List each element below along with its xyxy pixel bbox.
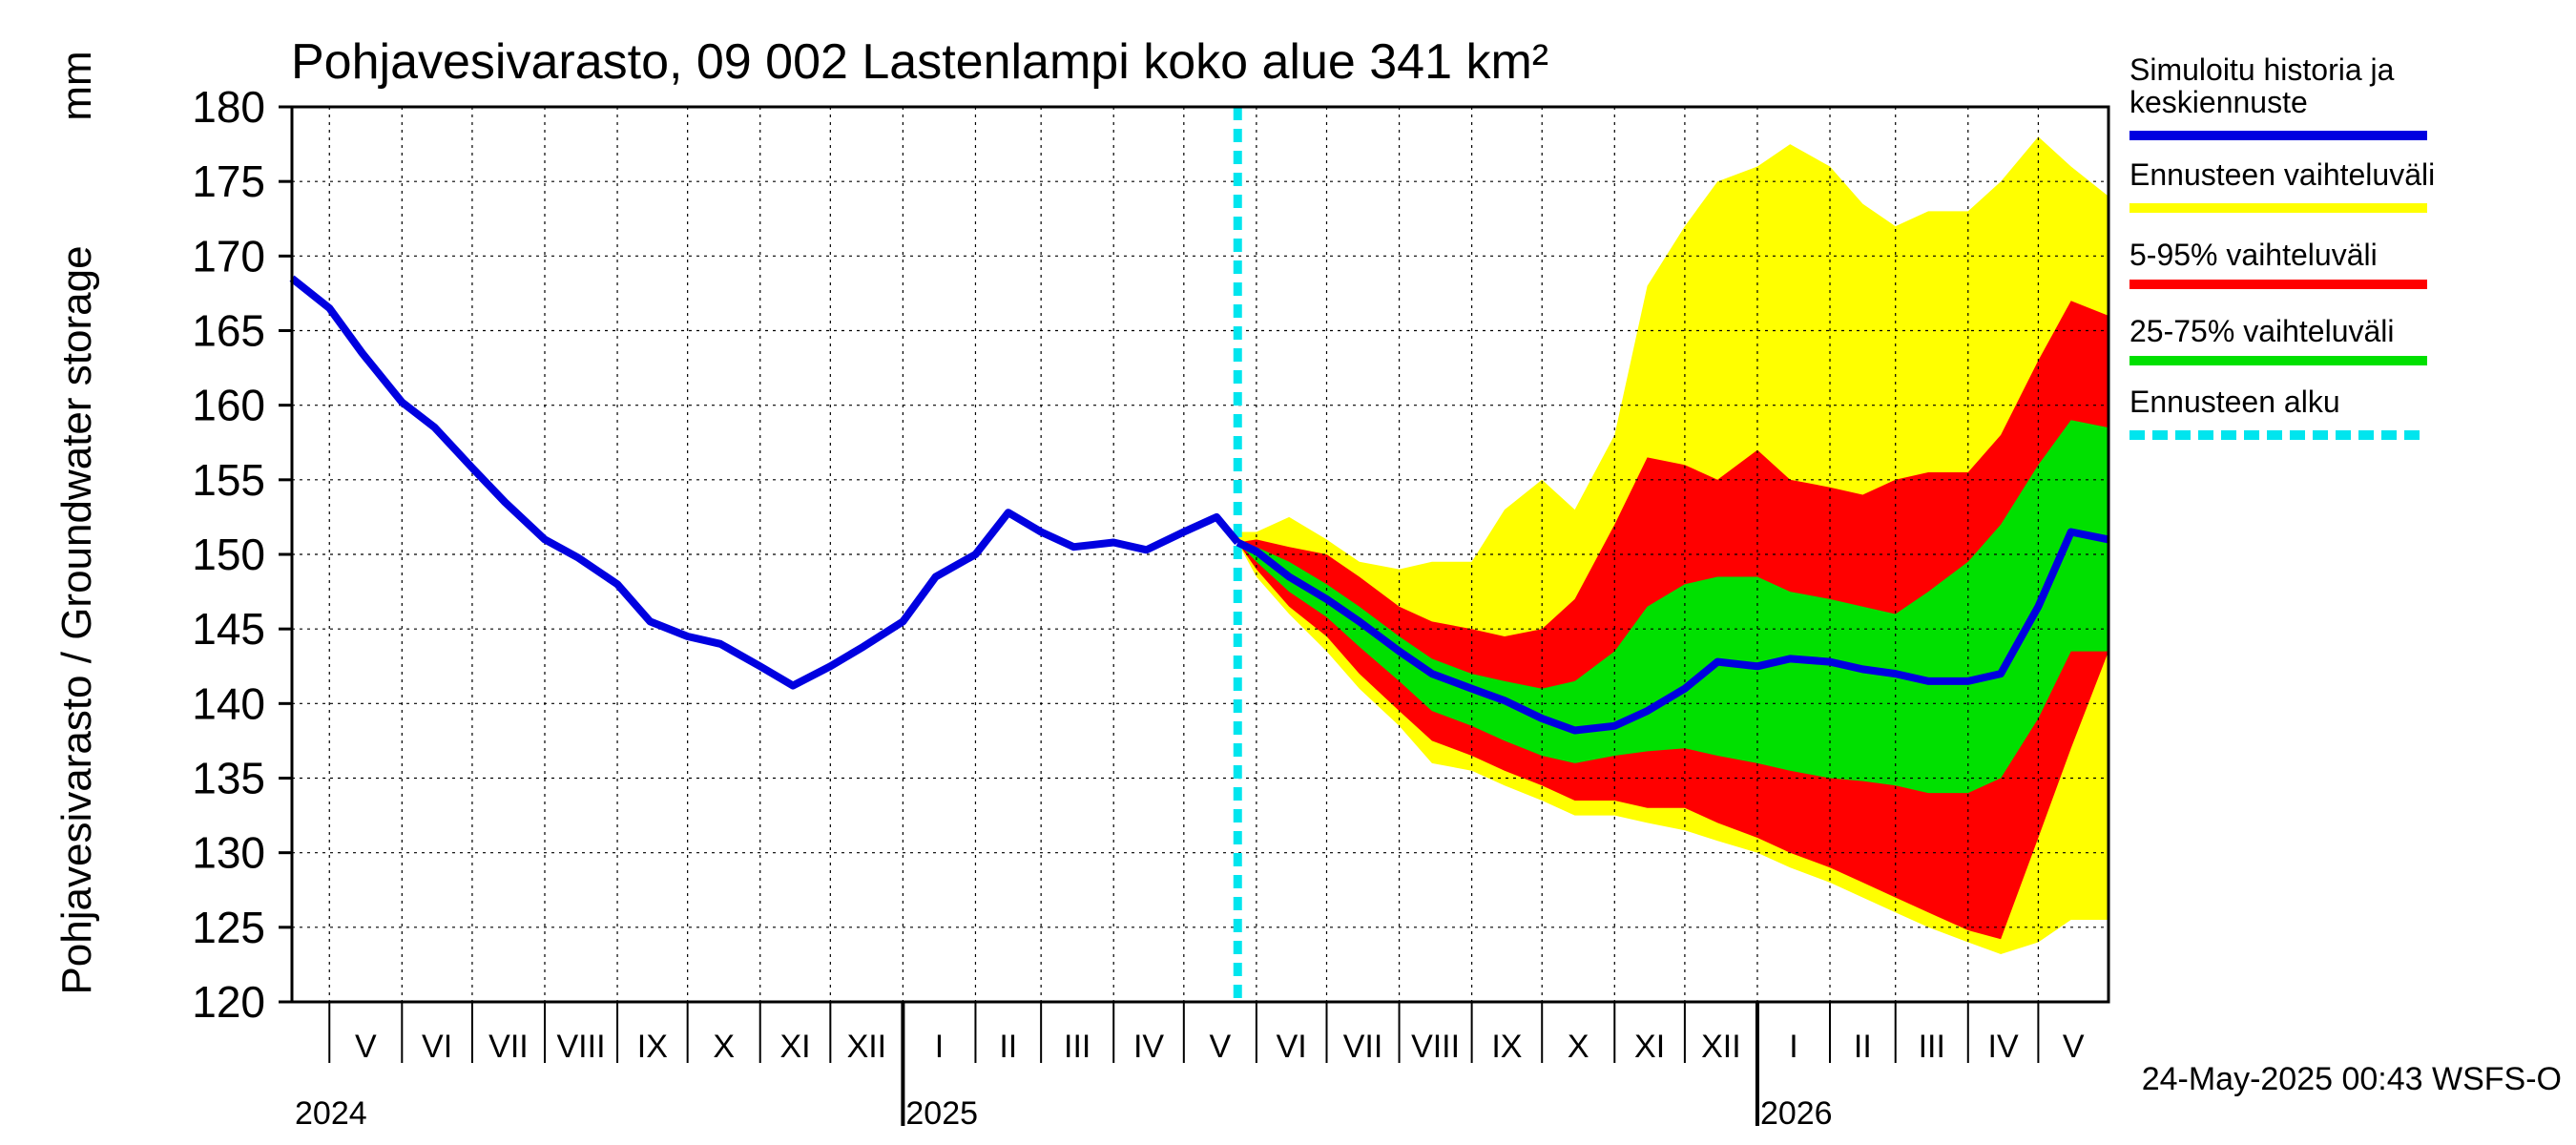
grid-lines [292,107,2109,1002]
y-tick-label: 170 [192,231,265,281]
y-axis-label: Pohjavesivarasto / Groundwater storage [53,245,100,994]
chart-title: Pohjavesivarasto, 09 002 Lastenlampi kok… [291,34,1548,90]
month-label: X [713,1029,735,1065]
month-label: IV [1988,1029,2019,1065]
y-axis-unit: mm [53,51,100,120]
month-label: XI [1634,1029,1665,1065]
legend-label-start: Ennusteen alku [2129,385,2340,419]
y-tick-label: 145 [192,604,265,654]
axes: 120 125 130 135 140 145 150 155 160 165 170 175 180 V… [192,82,2085,1132]
y-tick-label: 125 [192,903,265,952]
month-label: II [1854,1029,1872,1065]
y-tick-label: 120 [192,977,265,1027]
month-label: X [1568,1029,1589,1065]
month-label: VII [1343,1029,1383,1065]
month-label: VI [1277,1029,1307,1065]
legend-label-p25_75: 25-75% vaihteluväli [2129,314,2395,348]
month-label: II [999,1029,1017,1065]
month-label: VI [422,1029,452,1065]
year-label: 2024 [295,1095,367,1132]
month-label: V [355,1029,377,1065]
month-label: I [935,1029,944,1065]
y-tick-label: 175 [192,156,265,206]
legend-label-range: Ennusteen vaihteluväli [2129,157,2435,192]
y-tick-label: 165 [192,306,265,356]
year-label: 2026 [1760,1095,1833,1132]
month-label: III [1919,1029,1945,1065]
month-label: IV [1133,1029,1164,1065]
y-tick-label: 135 [192,754,265,803]
band-25-75 [1237,420,2109,794]
month-label: VII [488,1029,529,1065]
month-label: IX [1491,1029,1522,1065]
legend-label-history: Simuloitu historia ja [2129,52,2395,87]
month-label: V [1210,1029,1232,1065]
month-label: VIII [557,1029,606,1065]
month-label: IX [637,1029,668,1065]
legend-label-p5_95: 5-95% vaihteluväli [2129,238,2378,272]
y-tick-label: 160 [192,381,265,430]
legend-label-history: keskiennuste [2129,85,2308,119]
y-tick-label: 155 [192,455,265,505]
year-label: 2025 [905,1095,978,1132]
month-label: XII [1701,1029,1741,1065]
history-line [289,275,1241,690]
forecast-bands [1237,136,2109,955]
median-forecast-line [1236,528,2109,735]
y-tick-label: 130 [192,828,265,878]
month-label: XI [779,1029,810,1065]
y-tick-label: 140 [192,678,265,728]
y-tick-label: 150 [192,530,265,579]
month-label: V [2063,1029,2085,1065]
data-lines [289,107,2109,1002]
y-tick-label: 180 [192,82,265,132]
month-label: III [1064,1029,1091,1065]
month-label: VIII [1411,1029,1460,1065]
timestamp-footer: 24-May-2025 00:43 WSFS-O [2142,1061,2562,1097]
month-label: XII [847,1029,887,1065]
month-label: I [1789,1029,1797,1065]
